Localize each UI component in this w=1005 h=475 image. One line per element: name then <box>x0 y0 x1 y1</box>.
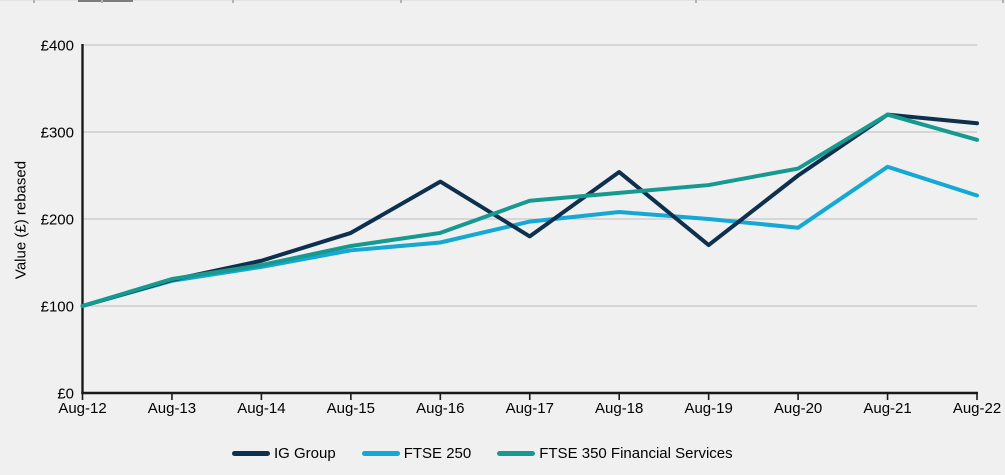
x-tick-label-aug-13: Aug-13 <box>148 400 196 417</box>
y-tick-label-400: £400 <box>41 38 74 55</box>
legend-item-ftse-250: FTSE 250 <box>361 445 472 462</box>
legend-label-ig-group: IG Group <box>274 445 336 462</box>
top-edge-artifact <box>1002 0 1004 3</box>
top-edge-artifact <box>78 0 133 2</box>
y-tick-label-200: £200 <box>41 212 74 229</box>
legend-item-ftse-350-financial-services: FTSE 350 Financial Services <box>497 445 733 462</box>
line-chart: Aug-12 Aug-13 Aug-14 Aug-15 Aug-16 Aug-17 Aug-… <box>41 38 1002 418</box>
series-line-ftse-350-financial-services <box>80 112 979 308</box>
top-edge-artifact <box>695 0 697 3</box>
legend-label-ftse-250: FTSE 250 <box>403 445 472 462</box>
legend-swatch-ig-group <box>232 451 270 456</box>
x-tick-label-aug-22: Aug-22 <box>953 400 1001 417</box>
top-edge-artifact <box>400 0 402 3</box>
x-tick-label-aug-14: Aug-14 <box>237 400 285 417</box>
x-tick-label-aug-19: Aug-19 <box>684 400 732 417</box>
legend-swatch-ftse-250 <box>361 451 400 456</box>
y-tick-label-0: £0 <box>57 386 74 403</box>
series-line-ig-group <box>80 112 979 308</box>
top-edge-artifact <box>232 0 234 3</box>
x-tick-label-aug-18: Aug-18 <box>595 400 643 417</box>
y-tick-label-300: £300 <box>41 125 74 142</box>
legend-swatch-ftse-350-financial-services <box>497 451 536 456</box>
x-tick-label-aug-15: Aug-15 <box>327 400 375 417</box>
x-tick-label-aug-16: Aug-16 <box>416 400 464 417</box>
x-tick-label-aug-21: Aug-21 <box>863 400 911 417</box>
top-edge-artifact <box>101 0 103 3</box>
top-edge-artifact <box>0 0 1005 1</box>
x-tick-label-aug-17: Aug-17 <box>506 400 554 417</box>
legend-item-ig-group: IG Group <box>232 445 336 462</box>
top-edge-artifact <box>33 0 35 3</box>
x-tick-label-aug-20: Aug-20 <box>774 400 822 417</box>
chart-legend: IG Group FTSE 250 FTSE 350 Financial Ser… <box>232 445 733 462</box>
legend-label-ftse-350-financial-services: FTSE 350 Financial Services <box>539 445 733 462</box>
x-tick-label-aug-12: Aug-12 <box>58 400 106 417</box>
y-tick-label-100: £100 <box>41 299 74 316</box>
